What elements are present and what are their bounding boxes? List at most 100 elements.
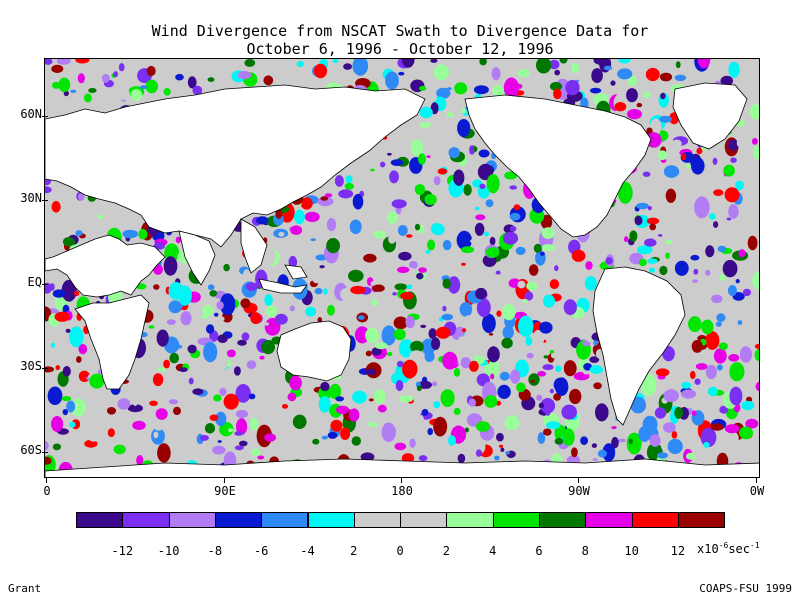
divergence-patch [549,81,563,91]
divergence-patch [499,371,510,381]
divergence-patch [563,299,577,316]
divergence-patch [132,420,146,430]
divergence-patch [571,447,578,458]
divergence-patch [343,272,350,280]
divergence-patch [163,88,171,96]
divergence-patch [281,404,289,409]
divergence-patch [349,408,360,422]
divergence-patch [54,311,70,322]
divergence-patch [738,249,746,258]
divergence-patch [494,455,500,461]
divergence-patch [332,59,339,63]
divergence-patch [409,350,424,362]
divergence-patch [365,414,371,419]
divergence-patch [681,153,687,161]
divergence-patch [62,237,75,247]
lon-tick-90w [578,478,579,483]
divergence-patch [486,174,500,194]
divergence-patch [433,175,441,186]
divergence-patch [543,384,549,388]
divergence-patch [200,435,209,441]
divergence-patch [464,427,469,433]
divergence-patch [752,271,759,291]
divergence-patch [209,290,218,297]
divergence-patch [75,59,90,64]
divergence-patch [542,364,554,371]
divergence-patch [728,61,740,78]
divergence-patch [358,315,365,320]
divergence-patch [401,59,415,68]
divergence-patch [554,437,564,445]
divergence-patch [392,292,397,296]
divergence-patch [385,71,399,90]
divergence-patch [327,431,338,439]
divergence-patch [272,239,284,255]
divergence-patch [469,145,475,150]
divergence-patch [257,455,265,460]
divergence-patch [617,68,633,80]
divergence-patch [442,239,452,251]
color-swatch [214,512,263,528]
divergence-patch [204,423,216,434]
divergence-patch [681,389,696,399]
divergence-patch [654,407,667,419]
divergence-patch [294,209,305,225]
divergence-patch [502,303,516,321]
divergence-patch [398,339,415,358]
divergence-patch [428,97,437,102]
divergence-patch [148,325,155,329]
divergence-patch [680,364,684,367]
divergence-patch [320,196,329,201]
divergence-patch [589,356,600,363]
lat-tick-60s [42,452,48,453]
divergence-patch [681,381,692,389]
divergence-patch [243,269,250,280]
divergence-patch [504,171,518,180]
divergence-patch [370,168,375,172]
divergence-patch [175,73,184,81]
divergence-patch [647,206,652,211]
divergence-patch [65,355,75,365]
divergence-patch [76,356,82,363]
divergence-patch [712,157,718,165]
divergence-patch [381,422,396,442]
divergence-patch [61,396,72,402]
divergence-patch [250,417,259,431]
divergence-patch [45,456,52,465]
divergence-patch [720,75,734,86]
divergence-patch [617,181,633,204]
divergence-patch [580,436,588,445]
divergence-patch [431,337,441,350]
divergence-patch [66,400,76,413]
divergence-patch [388,234,396,244]
color-scale-tick-label: 0 [396,544,404,558]
divergence-patch [515,246,526,255]
divergence-patch [127,404,143,413]
divergence-patch [177,285,192,306]
divergence-patch [555,377,569,397]
divergence-patch [649,434,661,447]
divergence-patch [526,281,538,291]
divergence-patch [318,396,331,413]
divergence-patch [187,76,197,89]
divergence-patch [674,74,687,81]
divergence-patch [187,344,197,354]
divergence-patch [329,383,342,400]
divergence-patch [476,421,491,432]
divergence-patch [532,329,545,347]
divergence-patch [715,321,722,327]
divergence-patch [352,449,359,456]
divergence-patch [735,279,740,284]
color-swatch [585,512,633,528]
divergence-patch [157,443,171,463]
divergence-patch [543,428,552,436]
divergence-patch [61,279,77,302]
divergence-patch [223,263,230,272]
divergence-patch [219,293,236,316]
divergence-patch [471,438,486,455]
land-australia [276,320,352,382]
divergence-patch [561,404,577,420]
divergence-patch [276,316,283,321]
divergence-patch [473,85,489,95]
divergence-patch [177,344,182,349]
